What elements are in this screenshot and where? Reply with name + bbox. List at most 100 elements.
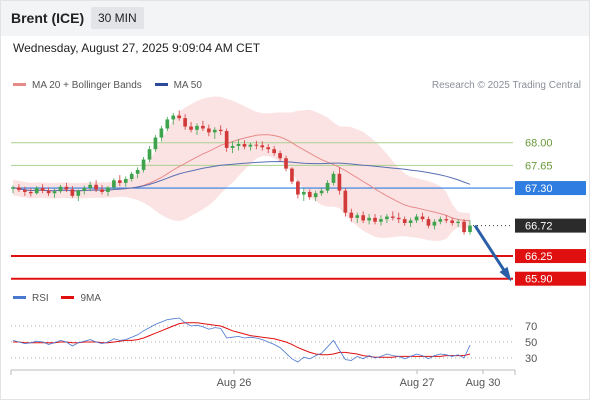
candle-body [123, 178, 128, 183]
candle-body [159, 128, 164, 138]
candle-body [355, 215, 360, 218]
candle [236, 139, 241, 151]
candle [355, 212, 360, 224]
candle-body [236, 144, 241, 146]
candle [207, 124, 211, 137]
candle [462, 219, 466, 235]
candle-body [135, 169, 140, 174]
ma50-line [12, 160, 471, 192]
candle-body [177, 115, 182, 119]
price-tag-text: 67.30 [525, 183, 553, 195]
candle-body [290, 168, 294, 182]
candle-body [17, 187, 21, 190]
price-tag-text: 66.25 [525, 251, 553, 263]
candle-body [438, 219, 443, 222]
candle [112, 178, 116, 190]
candle [212, 127, 217, 139]
candle [141, 156, 146, 173]
candle [58, 184, 63, 194]
legend-rsi-label: RSI [32, 293, 49, 304]
candle [367, 213, 371, 225]
candle-body [106, 187, 110, 192]
candle-body [183, 118, 187, 127]
candle-body [58, 186, 63, 192]
candle-body [301, 191, 306, 195]
candle [159, 125, 164, 142]
price-tag-text: 66.72 [525, 221, 553, 233]
candle [331, 171, 336, 186]
candle [23, 186, 27, 196]
candle [426, 216, 431, 229]
candle [444, 215, 449, 224]
candle [183, 114, 187, 130]
candle [432, 219, 437, 230]
candle-body [379, 219, 383, 222]
candle [242, 140, 247, 150]
candle [52, 188, 57, 198]
candle-body [284, 158, 288, 169]
candle-body [367, 217, 371, 221]
candle [195, 123, 199, 135]
candle [129, 171, 134, 182]
candle-body [189, 126, 193, 130]
candle-body [117, 180, 122, 183]
candle-body [129, 173, 134, 179]
candle [254, 140, 259, 150]
candle-body [260, 145, 265, 148]
candle-body [112, 180, 116, 188]
legend-ma50-swatch [154, 82, 168, 86]
candle [408, 217, 413, 227]
candle-body [141, 159, 146, 170]
interval-badge[interactable]: 30 MIN [91, 7, 144, 29]
price-tag-bg [515, 218, 586, 233]
rsi-ma-line [13, 322, 471, 358]
rsi-tick-label: 70 [525, 321, 537, 333]
candle-body [195, 125, 199, 130]
candle [94, 180, 98, 192]
candle [296, 180, 300, 199]
candle [201, 120, 205, 132]
candle-body [201, 125, 205, 129]
candle-body [462, 221, 466, 233]
candle [123, 176, 128, 187]
candle [438, 216, 443, 225]
candle [337, 167, 342, 195]
candle-body [319, 190, 324, 194]
candle [468, 220, 472, 235]
candle-body [450, 220, 455, 224]
candle-body [349, 212, 354, 218]
candle [117, 175, 122, 187]
candle-body [94, 184, 98, 190]
price-tag-text: 67.65 [525, 160, 553, 172]
candle-body [444, 219, 449, 221]
rsi-line [12, 317, 471, 363]
candle-body [337, 173, 342, 191]
candle-body [325, 182, 330, 191]
candle [385, 213, 389, 224]
candle [456, 219, 460, 227]
price-tag-bg [515, 271, 586, 286]
legend-rsi-swatch [13, 295, 26, 299]
candle-body [76, 190, 81, 196]
candle-body [408, 220, 413, 224]
legend-ma20-swatch [13, 82, 26, 86]
price-tag-67.30: 67.30 [515, 181, 586, 196]
legend-ma50: MA 50 [154, 80, 202, 91]
candle [153, 134, 158, 152]
candle [248, 142, 253, 151]
datetime-label: Wednesday, August 27, 2025 9:09:04 AM CE… [13, 41, 261, 55]
candle-body [34, 188, 39, 194]
price-legend: MA 20 + Bollinger Bands MA 50 [13, 80, 212, 91]
price-tag-68.00: 68.00 [525, 138, 553, 150]
candle-body [100, 189, 104, 192]
candle [106, 186, 110, 196]
legend-ma20-label: MA 20 + Bollinger Bands [32, 80, 142, 91]
candle-body [212, 129, 217, 133]
candle-body [171, 115, 176, 120]
bollinger-band [13, 96, 470, 242]
candle [343, 188, 348, 217]
candle-body [385, 216, 389, 220]
candle-body [40, 188, 45, 191]
candle-body [426, 219, 431, 226]
candle [76, 189, 81, 202]
